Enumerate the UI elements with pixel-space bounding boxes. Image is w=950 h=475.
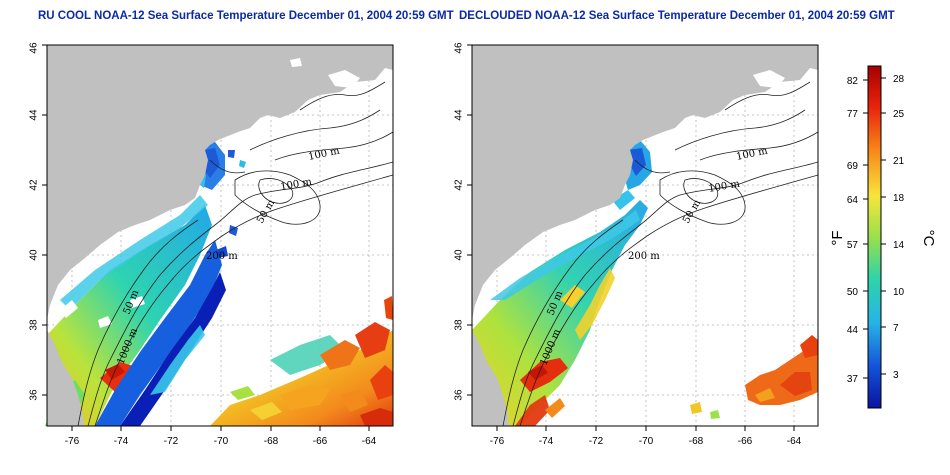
x-tick-label: -76 [65,436,80,447]
left-bathymetry [77,81,394,427]
right-bathymetry [502,81,819,427]
x-tick-label: -72 [589,436,604,447]
celsius-tick-label: 14 [893,240,905,251]
y-tick-label: 38 [29,319,40,331]
celsius-tick-labels: 28 25 21 18 14 10 7 3 [893,74,905,381]
x-tick-label: -66 [313,436,328,447]
celsius-unit-label: °C [920,230,937,247]
y-tick-label: 36 [454,389,465,401]
colorbar-gradient [867,65,882,409]
fahrenheit-tick-label: 44 [847,325,859,336]
x-tick-label: -70 [639,436,654,447]
celsius-tick-label: 10 [893,287,905,298]
contour-label: 200 m [628,251,660,262]
contour-label: 200 m [206,251,238,262]
right-land [472,45,818,426]
fahrenheit-unit-label: °F [829,230,846,245]
left-x-tick-labels: -76 -74 -72 -70 -68 -66 -64 [65,436,377,447]
x-tick-label: -70 [214,436,229,447]
fahrenheit-tick-labels: 82 77 69 64 57 50 44 37 [847,76,859,385]
x-tick-label: -66 [738,436,753,447]
left-y-tick-labels: 36 38 40 42 44 46 [29,42,40,401]
right-map-panel: 100 m 100 m 50 m 200 m 50 m 1000 m -76 -… [454,42,819,447]
right-x-tick-labels: -76 -74 -72 -70 -68 -66 -64 [490,436,802,447]
y-tick-label: 38 [454,319,465,331]
left-ticks [42,44,370,431]
fahrenheit-tick-label: 57 [847,240,859,251]
y-tick-label: 42 [454,179,465,191]
celsius-tick-label: 3 [893,370,899,381]
celsius-tick-label: 25 [893,109,905,120]
y-tick-label: 46 [454,42,465,54]
x-tick-label: -68 [689,436,704,447]
colorbar-ticks [863,77,886,379]
y-tick-label: 36 [29,389,40,401]
right-ticks [467,44,795,431]
celsius-tick-label: 21 [893,156,905,167]
right-frame [471,44,819,427]
fahrenheit-tick-label: 77 [847,109,859,120]
celsius-tick-label: 28 [893,74,905,85]
fahrenheit-tick-label: 50 [847,287,859,298]
y-tick-label: 44 [454,109,465,121]
x-tick-label: -72 [164,436,179,447]
temperature-colorbar: 82 77 69 64 57 50 44 37 28 25 21 18 14 1… [829,65,937,409]
celsius-tick-label: 7 [893,323,899,334]
x-tick-label: -64 [787,436,802,447]
x-tick-label: -68 [264,436,279,447]
left-land [47,45,393,426]
right-map-title: DECLOUDED NOAA-12 Sea Surface Temperatur… [459,10,895,22]
y-tick-label: 46 [29,42,40,54]
celsius-tick-label: 18 [893,193,905,204]
y-tick-label: 40 [454,249,465,261]
x-tick-label: -74 [539,436,554,447]
left-map-title: RU COOL NOAA-12 Sea Surface Temperature … [38,10,454,22]
left-map-panel: 100 m 100 m 50 m 200 m 50 m 1000 m -76 -… [29,42,394,447]
x-tick-label: -76 [490,436,505,447]
y-tick-label: 42 [29,179,40,191]
y-tick-label: 44 [29,109,40,121]
y-tick-label: 40 [29,249,40,261]
fahrenheit-tick-label: 69 [847,161,859,172]
x-tick-label: -64 [362,436,377,447]
fahrenheit-tick-label: 37 [847,374,859,385]
fahrenheit-tick-label: 82 [847,76,859,87]
left-frame [46,44,394,427]
fahrenheit-tick-label: 64 [847,195,859,206]
x-tick-label: -74 [114,436,129,447]
right-y-tick-labels: 36 38 40 42 44 46 [454,42,465,401]
